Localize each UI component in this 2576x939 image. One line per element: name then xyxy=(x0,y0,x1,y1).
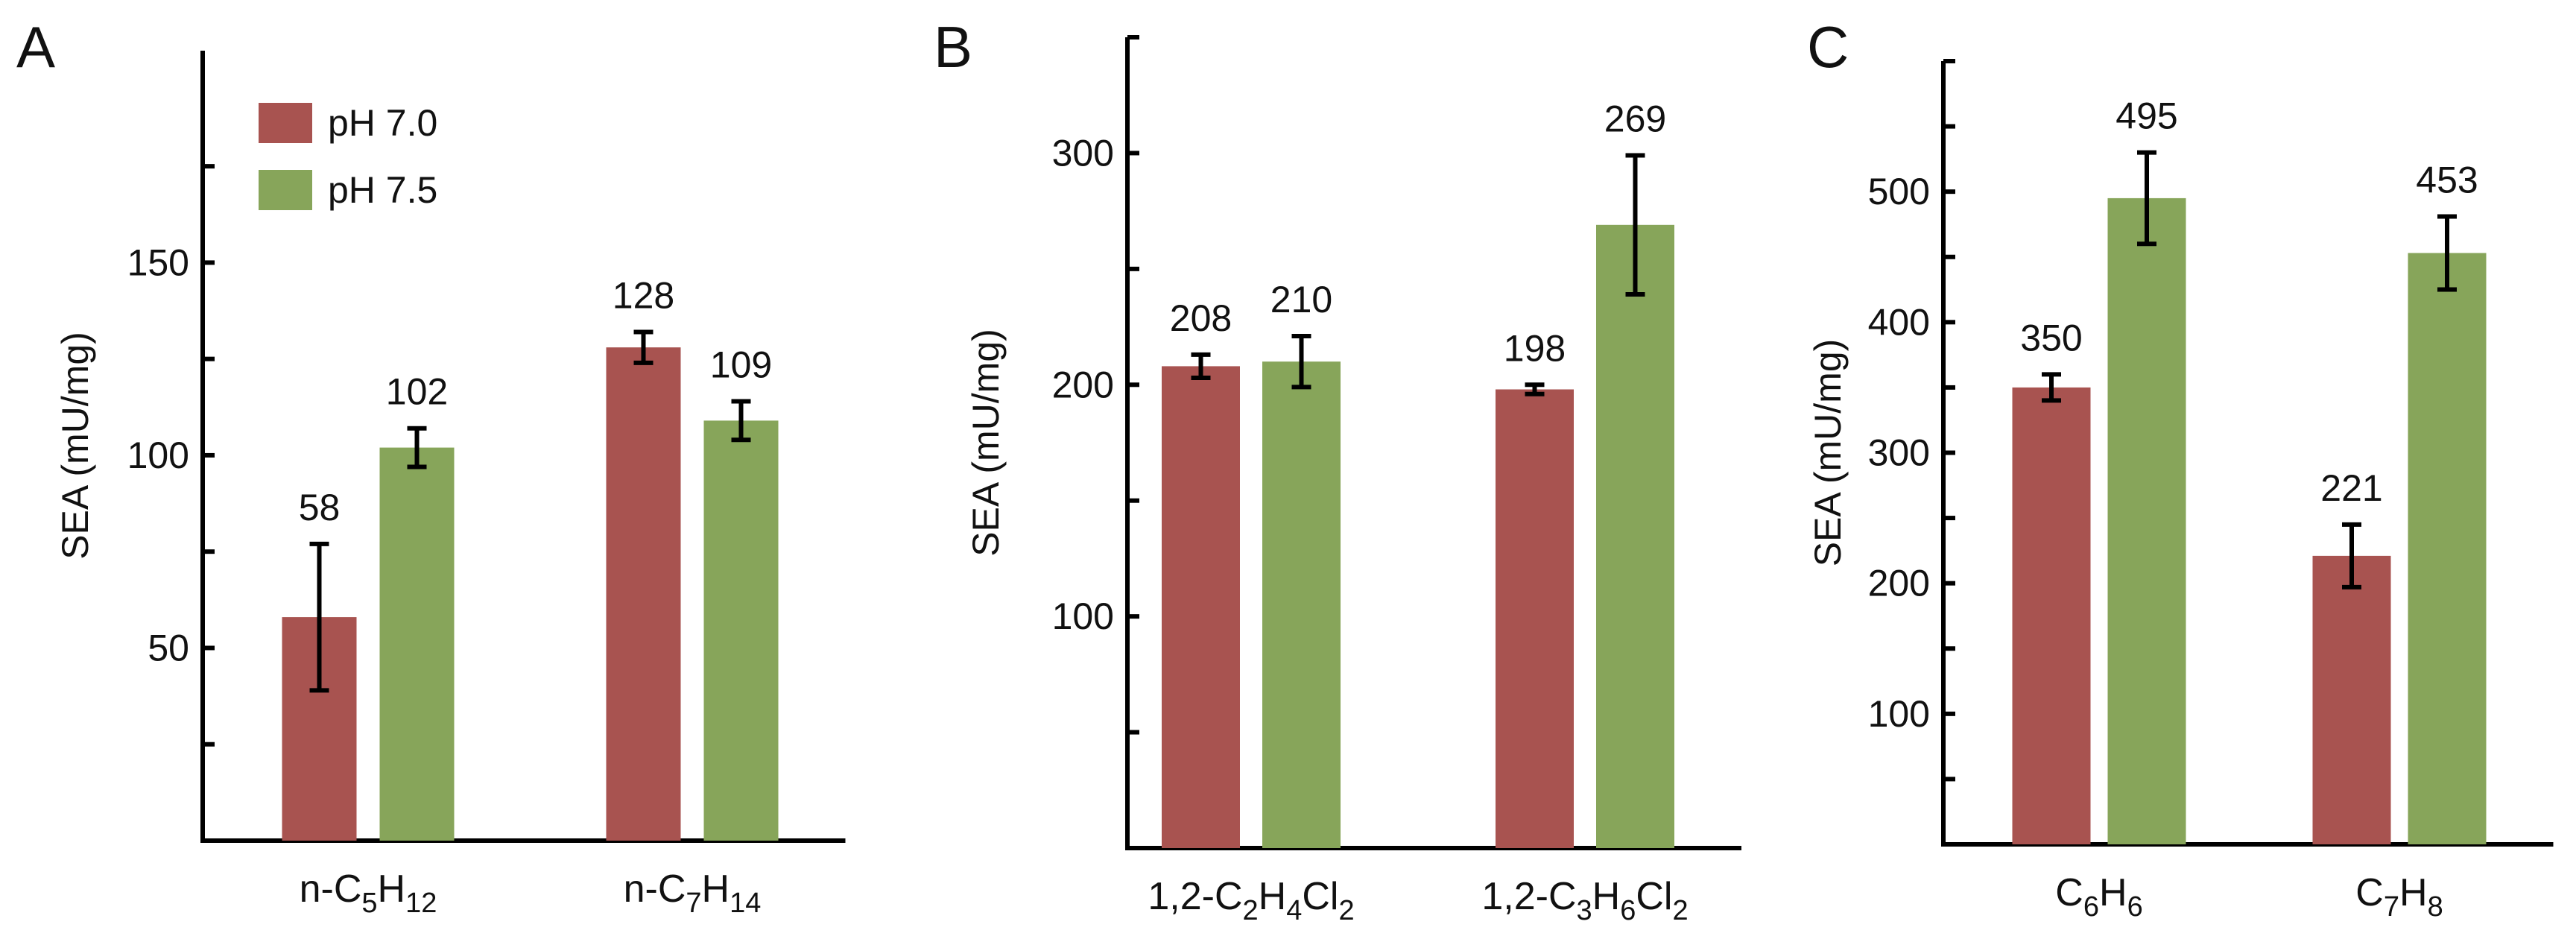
data-label: 198 xyxy=(1504,327,1566,369)
data-label: 453 xyxy=(2416,159,2478,200)
y-tick-label: 50 xyxy=(148,627,189,668)
data-label: 221 xyxy=(2320,467,2382,509)
y-tick-label: 300 xyxy=(1868,432,1930,474)
y-tick-label: 500 xyxy=(1868,171,1930,212)
y-tick-label: 100 xyxy=(1052,595,1114,637)
bar xyxy=(379,447,455,841)
panel-letter: B xyxy=(934,14,972,80)
legend-swatch xyxy=(259,170,312,210)
panel-letter: C xyxy=(1807,14,1849,80)
bar xyxy=(1162,366,1240,849)
data-label: 210 xyxy=(1270,279,1332,320)
bar xyxy=(606,347,681,841)
x-tick-label: C6H6 xyxy=(2055,871,2142,923)
x-tick-label: 1,2-C3H6Cl2 xyxy=(1481,875,1688,926)
bar xyxy=(2312,555,2391,844)
bar xyxy=(1596,224,1674,848)
x-tick-label: 1,2-C2H4Cl2 xyxy=(1148,875,1354,926)
y-tick-label: 400 xyxy=(1868,301,1930,343)
bar xyxy=(1496,389,1574,848)
data-label: 350 xyxy=(2020,317,2082,358)
y-tick-label: 100 xyxy=(127,434,189,476)
y-axis-title: SEA (mU/mg) xyxy=(54,332,96,560)
x-tick-label: C7H8 xyxy=(2355,871,2443,923)
y-axis-title: SEA (mU/mg) xyxy=(1807,339,1849,567)
bar xyxy=(2408,253,2487,844)
bar xyxy=(703,420,779,841)
legend-label: pH 7.0 xyxy=(328,102,437,144)
legend-swatch xyxy=(259,103,312,143)
y-tick-label: 100 xyxy=(1868,693,1930,735)
y-tick-label: 300 xyxy=(1052,132,1114,174)
bar xyxy=(2012,387,2091,844)
data-label: 208 xyxy=(1170,297,1232,339)
data-label: 109 xyxy=(710,344,772,386)
data-label: 58 xyxy=(299,487,341,528)
bar xyxy=(1262,361,1341,848)
y-tick-label: 200 xyxy=(1052,364,1114,405)
data-label: 269 xyxy=(1604,98,1666,140)
y-tick-label: 200 xyxy=(1868,563,1930,604)
panel-c: C 100 200 300 400 500 SEA (mU/mg) 350 495 C6H6 221… xyxy=(1807,14,2554,923)
data-label: 128 xyxy=(613,274,674,316)
y-axis-title: SEA (mU/mg) xyxy=(965,329,1007,557)
data-label: 102 xyxy=(386,371,448,413)
x-tick-label: n-C7H14 xyxy=(624,867,762,919)
x-tick-label: n-C5H12 xyxy=(300,867,437,919)
data-label: 495 xyxy=(2115,95,2177,137)
panel-letter: A xyxy=(16,14,55,80)
legend: pH 7.0 pH 7.5 xyxy=(259,102,437,211)
panel-b: B 100 200 300 SEA (mU/mg) 208 210 1,2-C2H4Cl2 19… xyxy=(934,14,1741,926)
legend-label: pH 7.5 xyxy=(328,169,437,211)
panel-a: A 50 100 150 SEA (mU/mg) 58 102 n-C5H12 128 109 n-… xyxy=(16,14,846,919)
y-tick-label: 150 xyxy=(127,241,189,283)
bar xyxy=(2107,197,2186,844)
